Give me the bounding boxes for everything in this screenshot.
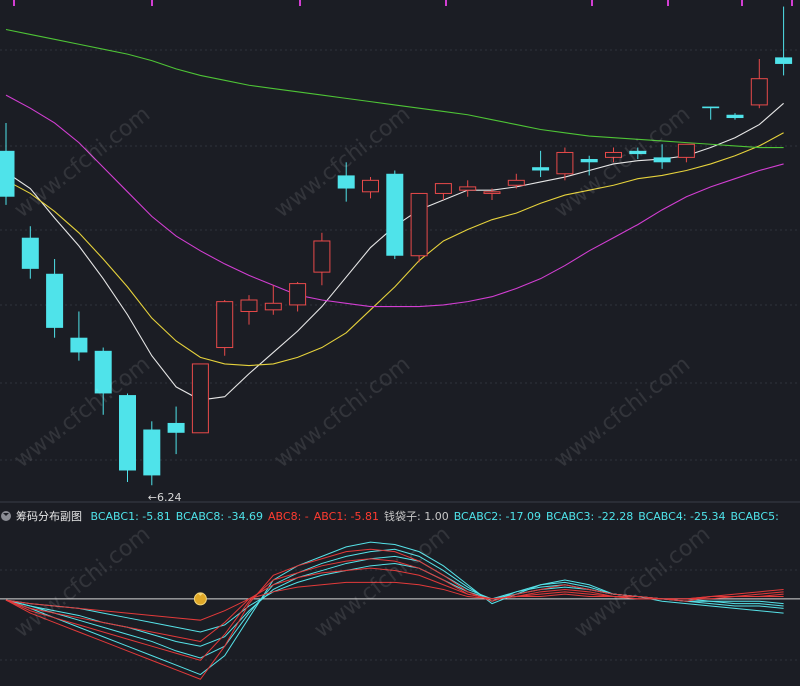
ma-line: [5, 94, 784, 308]
candle-body: [434, 183, 452, 194]
candle-body: [605, 151, 622, 158]
candle-body: [46, 273, 64, 328]
candle: [119, 393, 136, 482]
indicator-label: ABC8: -: [268, 510, 309, 523]
candle: [143, 421, 161, 486]
sub-line: [5, 541, 784, 676]
candle: [532, 150, 550, 178]
indicator-label: BCABC8: -34.69: [175, 510, 264, 523]
candle: [580, 155, 598, 176]
candlestick-series[interactable]: [0, 6, 793, 486]
indicator-label: BCABC4: -25.34: [638, 510, 726, 523]
indicator-label: BCABC1: -5.81: [90, 510, 171, 523]
sub-line: [5, 562, 784, 633]
candle-body: [70, 337, 88, 353]
candle: [653, 144, 671, 169]
candle: [0, 122, 15, 205]
candle-body: [94, 350, 112, 394]
sub-chart-title[interactable]: 筹码分布副图: [16, 510, 82, 523]
candle: [677, 143, 695, 163]
sub-line: [5, 558, 784, 661]
candle: [434, 183, 452, 200]
candle: [289, 281, 307, 312]
candle-body: [677, 143, 695, 158]
candle-body: [143, 429, 161, 476]
candle-body: [410, 192, 428, 257]
candle-body: [362, 179, 379, 193]
candle-body: [216, 301, 234, 349]
indicator-label: BCABC5:: [730, 510, 779, 523]
ma-line: [5, 28, 784, 149]
candle-body: [653, 157, 671, 163]
money-bag-icon: [193, 592, 207, 606]
candle-body: [629, 150, 647, 155]
candle-body: [532, 167, 550, 171]
candle-body: [483, 191, 501, 194]
candle-body: [167, 422, 185, 433]
indicator-label: ABC1: -5.81: [313, 510, 379, 523]
candle-body: [119, 395, 136, 471]
candle: [775, 6, 793, 76]
candle: [362, 177, 379, 199]
chevron-down-icon[interactable]: [1, 511, 11, 521]
sub-chart-series: [0, 541, 800, 680]
sub-line: [5, 548, 784, 659]
candle-body: [702, 106, 720, 109]
low-price-annotation: ←6.24: [148, 491, 182, 504]
candle: [702, 106, 720, 120]
indicator-label: BCABC2: -17.09: [453, 510, 541, 523]
candle: [605, 147, 622, 163]
candle: [240, 295, 258, 325]
candle-body: [264, 302, 282, 311]
candle-body: [289, 283, 307, 306]
candle: [483, 188, 501, 200]
candle: [337, 162, 355, 202]
indicator-values: BCABC1: -5.81 BCABC8: -34.69 ABC8: - ABC1: …: [91, 510, 784, 523]
candle: [459, 180, 477, 197]
main-chart-grid: [0, 0, 800, 503]
money-bag-tie: [197, 592, 204, 596]
candle: [216, 300, 234, 356]
candle-body: [313, 240, 331, 273]
candle: [94, 347, 112, 415]
candle: [386, 170, 404, 260]
candle: [556, 147, 574, 181]
candle: [507, 173, 525, 189]
candle: [21, 226, 39, 279]
candle-body: [386, 173, 404, 256]
sub-chart-header: 筹码分布副图 BCABC1: -5.81 BCABC8: -34.69 ABC8: …: [0, 508, 800, 526]
candle: [750, 59, 768, 109]
candle: [46, 259, 64, 338]
candle: [167, 406, 185, 455]
sub-chart-grid: [0, 569, 800, 661]
candle: [726, 113, 744, 120]
indicator-label: BCABC3: -22.28: [545, 510, 634, 523]
candle: [410, 192, 428, 263]
candle-body: [775, 57, 793, 64]
indicator-label: 钱袋子: 1.00: [384, 510, 449, 523]
candle-body: [750, 78, 768, 106]
candle: [629, 147, 647, 160]
sub-line: [5, 567, 784, 642]
candle-body: [337, 175, 355, 189]
sub-line: [5, 581, 784, 621]
candle-body: [459, 186, 477, 191]
candle: [191, 363, 209, 434]
candle: [313, 232, 331, 286]
candle-body: [580, 159, 598, 163]
candle-body: [556, 151, 574, 175]
candle: [264, 285, 282, 315]
ma-line: [5, 132, 784, 367]
sub-chart-markers: [193, 592, 207, 606]
candle-body: [240, 299, 258, 312]
candle-body: [507, 179, 525, 186]
candle-body: [0, 150, 15, 197]
candle-body: [21, 237, 39, 269]
candle-body: [191, 363, 209, 434]
candle: [70, 311, 88, 361]
candle-body: [726, 114, 744, 119]
